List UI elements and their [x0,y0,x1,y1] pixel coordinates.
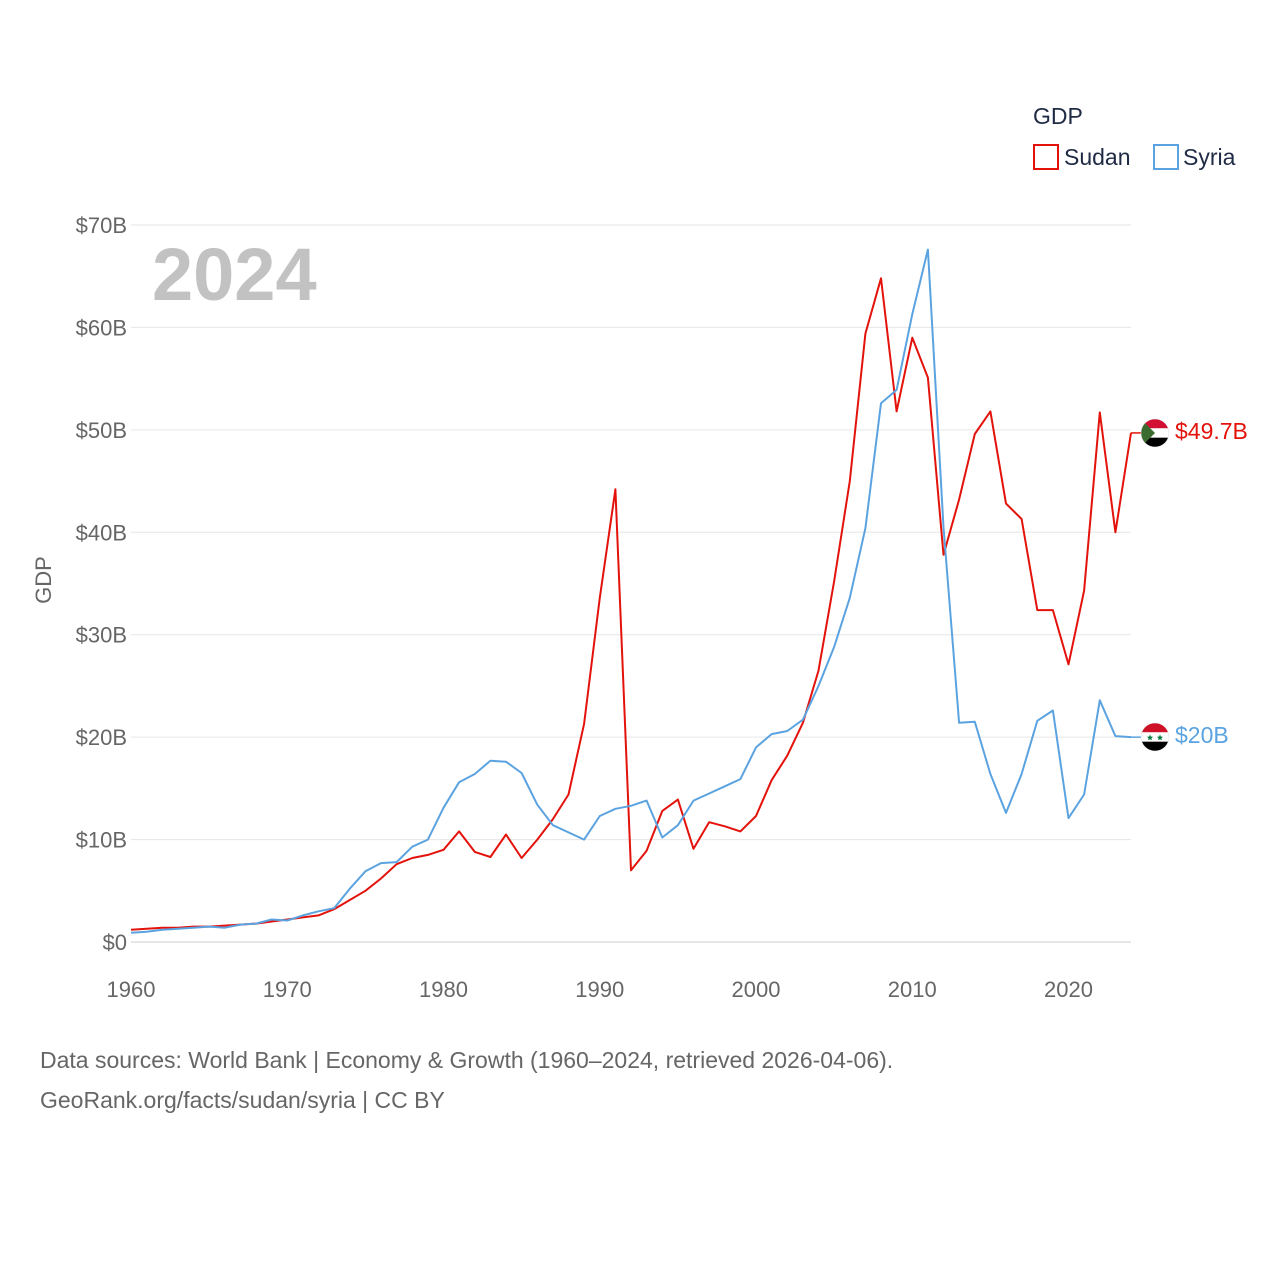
legend-item-syria[interactable]: Syria [1153,144,1236,170]
syria-flag-icon [1140,722,1170,752]
series-lines [130,248,1141,934]
y-tick-label: $30B [76,623,127,648]
year-label: 2024 [152,233,317,316]
x-tick-label: 2010 [888,977,937,1002]
gridlines [131,224,1131,943]
x-tick-label: 2020 [1044,977,1093,1002]
y-axis-ticks: $0 $10B $20B $30B $40B $50B $60B $70B [76,213,127,955]
legend-label-sudan: Sudan [1064,144,1131,170]
source-line-1: Data sources: World Bank | Economy & Gro… [40,1047,894,1073]
series-line-syria [130,248,1132,934]
data-source-note: Data sources: World Bank | Economy & Gro… [40,1040,893,1120]
x-tick-label: 1970 [263,977,312,1002]
legend-label-syria: Syria [1183,144,1236,170]
legend-swatch-syria [1153,144,1179,170]
legend-item-sudan[interactable]: Sudan [1033,144,1131,170]
x-tick-label: 1990 [575,977,624,1002]
end-value-label-syria: $20B [1175,722,1229,748]
sudan-flag-icon [1140,418,1170,448]
y-tick-label: $50B [76,418,127,443]
legend[interactable]: GDP Sudan Syria [1033,103,1236,170]
series-line-sudan [130,277,1132,931]
y-tick-label: $0 [103,930,127,955]
y-tick-label: $20B [76,725,127,750]
y-tick-label: $10B [76,828,127,853]
x-axis-ticks: 1960 1970 1980 1990 2000 2010 2020 [107,977,1093,1002]
end-value-label-sudan: $49.7B [1175,418,1248,444]
source-line-2[interactable]: GeoRank.org/facts/sudan/syria | CC BY [40,1087,445,1113]
y-tick-label: $40B [76,520,127,545]
gdp-line-chart: $0$10B$20B$30B$40B$50B$60B$70B 1960 1970 1… [31,103,1248,1002]
legend-title: GDP [1033,103,1083,129]
legend-swatch-sudan [1033,144,1059,170]
x-tick-label: 2000 [732,977,781,1002]
y-axis-label: GDP [31,556,56,604]
y-tick-label: $70B [76,213,127,238]
y-tick-label: $60B [76,315,127,340]
x-tick-label: 1980 [419,977,468,1002]
x-tick-label: 1960 [107,977,156,1002]
